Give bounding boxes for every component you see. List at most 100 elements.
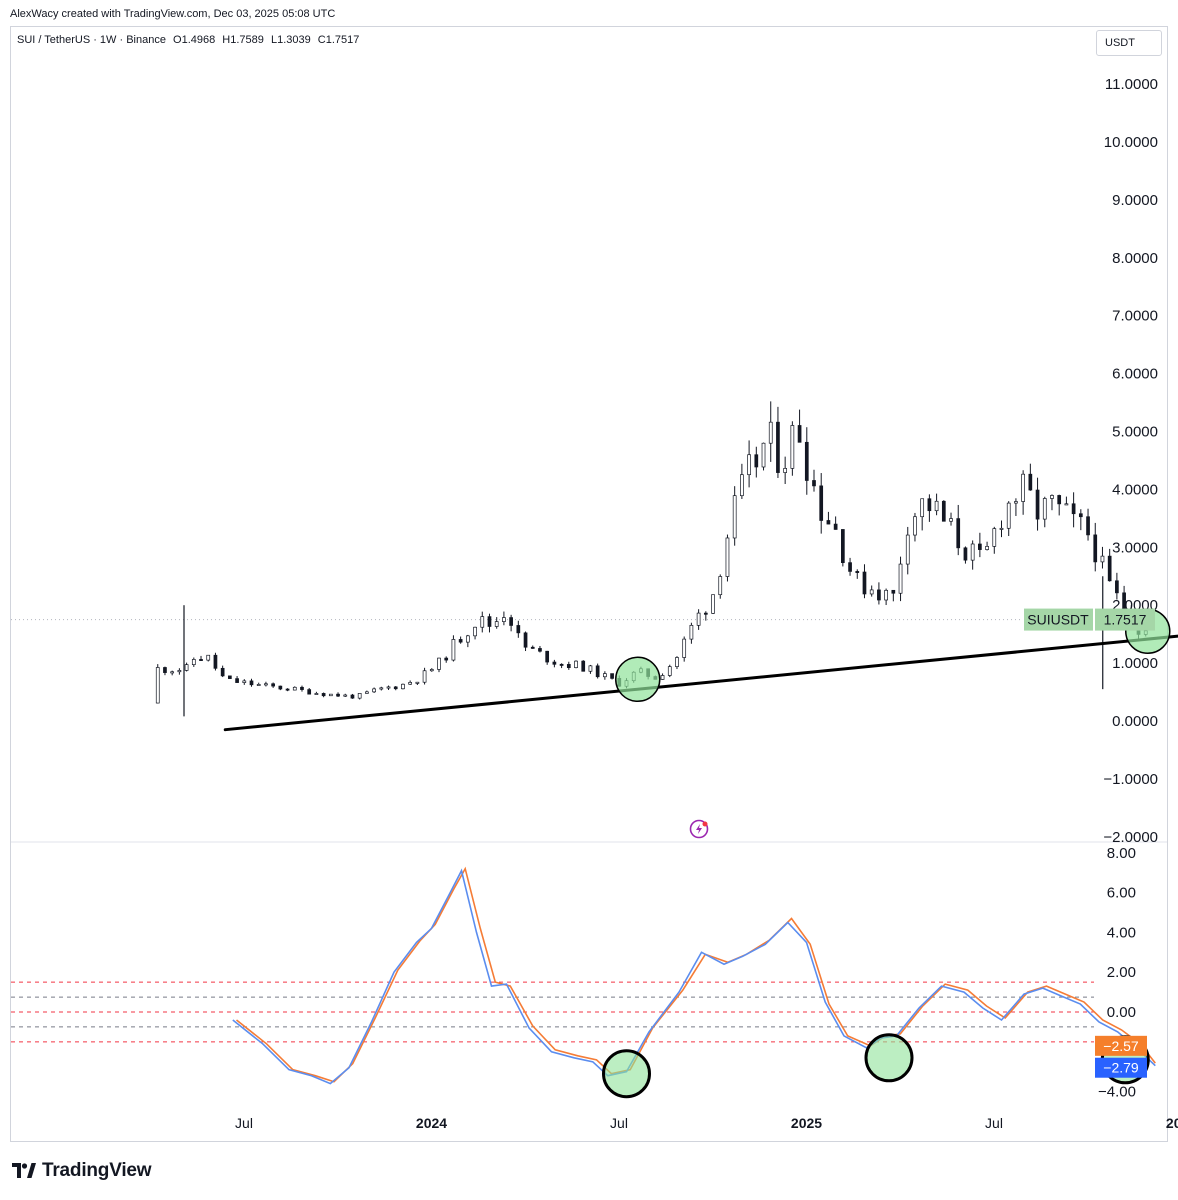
candle-body (256, 684, 261, 686)
time-axis-label: Jul (610, 1115, 628, 1131)
lightning-alert-icon (689, 819, 709, 839)
price-scale-label: 5.0000 (1112, 424, 1158, 441)
tradingview-logo-icon (12, 1163, 36, 1178)
candle-body (862, 571, 867, 595)
candle-body (264, 683, 268, 686)
candle-body (696, 612, 701, 626)
candle-body (307, 689, 312, 695)
candle-body (574, 660, 578, 669)
oscillator-main-line (232, 868, 1156, 1085)
candle-body (321, 693, 326, 697)
candle-body (220, 667, 225, 677)
candle-body (667, 666, 672, 676)
candle-body (357, 693, 362, 699)
candle-body (249, 680, 254, 686)
time-axis: Jul2024Jul2025Jul2026Jul2027Jul202 (235, 1115, 1178, 1131)
candle-body (350, 694, 355, 699)
alert-dot (702, 821, 708, 827)
price-scale-label: 6.0000 (1112, 366, 1158, 383)
oscillator-signal-line (236, 866, 1156, 1083)
legend-close: C1.7517 (317, 34, 360, 46)
candle-body (292, 686, 297, 691)
candle-body (465, 635, 470, 643)
candle-body (1028, 473, 1033, 491)
candle-body (228, 675, 232, 679)
price-scale-label: 9.0000 (1112, 192, 1158, 209)
candle-body (191, 659, 196, 665)
candle-body (199, 659, 203, 661)
candle-body (451, 639, 456, 661)
candle-body (401, 683, 405, 690)
candle-body (1086, 516, 1090, 536)
chart-frame (10, 26, 1168, 1142)
legend-symbol: SUI / TetherUS · 1W · Binance (17, 34, 166, 46)
oscillator-scale-label: 4.00 (1107, 924, 1136, 941)
candle-body (826, 520, 831, 525)
candle-body (970, 543, 975, 561)
candle-body (365, 691, 369, 694)
candle-body (444, 657, 449, 661)
candle-body (812, 480, 816, 487)
chart-credit: AlexWacy created with TradingView.com, D… (10, 8, 336, 20)
candle-body (819, 485, 824, 521)
candle-body (494, 621, 499, 627)
price-pane: 11.0000 10.0000 9.0000 8.0000 7.0000 6.0000 5.… (11, 76, 1178, 846)
support-trendline (223, 634, 1178, 732)
price-scale-label: −2.0000 (1103, 829, 1158, 846)
candle-body (855, 571, 860, 573)
time-axis-label: 2025 (791, 1115, 822, 1131)
candle-body (689, 624, 694, 640)
candle-body (422, 670, 427, 683)
candle-body (516, 625, 521, 634)
candle-body (386, 686, 391, 689)
candle-body (963, 547, 968, 561)
legend-open: O1.4968 (173, 34, 216, 46)
candle-body (372, 688, 376, 693)
candle-body (740, 474, 744, 497)
candle-body (985, 546, 989, 550)
candle-body (1014, 501, 1018, 504)
price-scale-label: 4.0000 (1112, 481, 1158, 498)
candle-body (285, 688, 290, 691)
candle-body (927, 498, 932, 512)
candle-body (300, 686, 304, 690)
candle-body (213, 654, 218, 669)
legend-high: H1.7589 (222, 34, 264, 46)
candle-body (480, 616, 485, 628)
price-scale-unit-button[interactable]: USDT (1096, 30, 1162, 56)
candle-body (1006, 502, 1011, 529)
candle-body (660, 675, 665, 680)
candle-body (732, 495, 737, 539)
candle-body (920, 498, 925, 518)
candle-body (184, 664, 189, 671)
candle-body (155, 667, 160, 704)
symbol-tag-label: SUIUSDT (1027, 612, 1089, 628)
price-scale-label: 0.0000 (1112, 713, 1158, 730)
tradingview-wordmark: TradingView (42, 1160, 152, 1181)
candle-body (588, 665, 593, 672)
price-highlight-circle (615, 656, 661, 703)
candle-body (595, 665, 600, 678)
candle-body (754, 454, 759, 468)
price-scale-label: 7.0000 (1112, 308, 1158, 325)
price-tag-label: 1.7517 (1104, 612, 1147, 628)
candle-body (610, 673, 614, 679)
time-axis-label: 2024 (416, 1115, 447, 1131)
candle-body (1064, 503, 1069, 506)
candle-body (1071, 503, 1076, 515)
candle-body (1057, 495, 1062, 505)
candle-body (603, 673, 607, 678)
oscillator-scale-label: 2.00 (1107, 964, 1136, 981)
candle-body (530, 646, 535, 649)
candle-body (768, 421, 773, 444)
oscillator-highlight-circle (602, 1049, 651, 1099)
candle-body (1042, 498, 1047, 520)
candle-body (833, 523, 838, 530)
oscillator-scale-label: −4.00 (1098, 1084, 1136, 1101)
price-scale-label: −1.0000 (1103, 771, 1158, 788)
candle-body (1107, 555, 1112, 582)
candle-body (487, 616, 492, 627)
candle-body (328, 693, 333, 697)
tradingview-branding: TradingView (12, 1160, 152, 1182)
